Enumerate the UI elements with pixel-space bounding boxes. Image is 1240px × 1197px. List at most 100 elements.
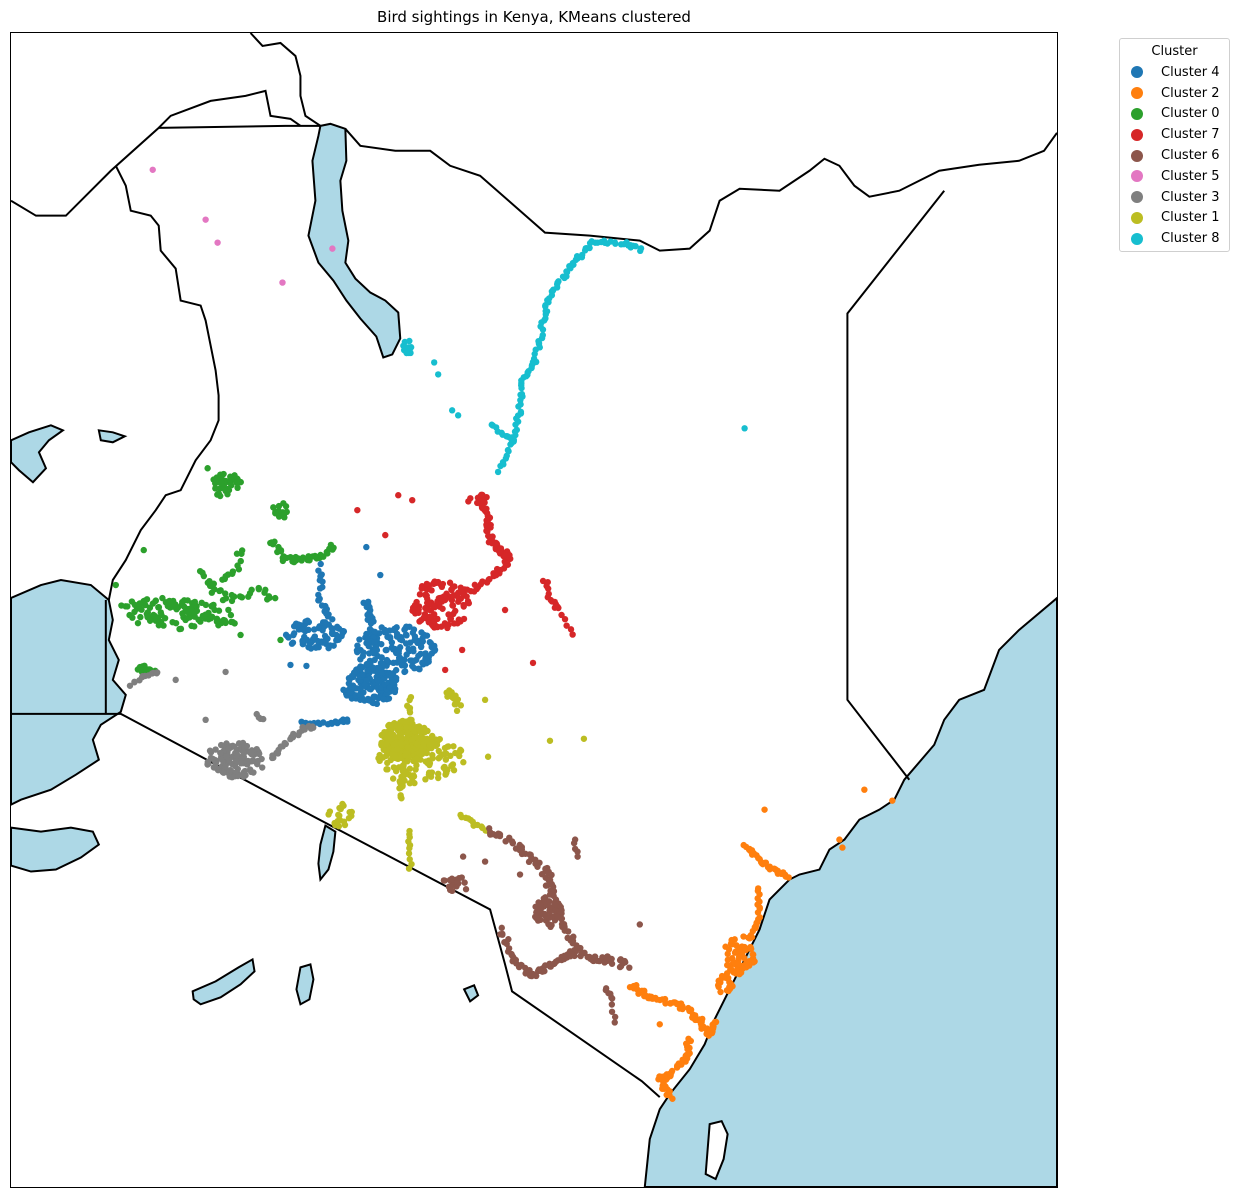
sighting-point	[533, 909, 540, 916]
sighting-point	[452, 607, 459, 615]
sighting-point	[383, 747, 390, 755]
sighting-point	[561, 924, 568, 931]
sighting-point	[392, 674, 400, 682]
legend-marker	[1131, 170, 1143, 183]
sighting-point	[836, 836, 843, 843]
sighting-point	[155, 604, 162, 611]
legend-item-cluster-7: Cluster 7	[1120, 124, 1229, 145]
sighting-point	[442, 756, 450, 763]
legend-label: Cluster 0	[1161, 106, 1220, 122]
sighting-point	[558, 611, 565, 619]
sighting-point	[435, 747, 442, 755]
sighting-point	[176, 625, 183, 633]
sighting-point	[517, 408, 525, 416]
sighting-point	[345, 674, 353, 682]
sighting-point	[406, 337, 413, 345]
sighting-point	[455, 589, 462, 596]
lake-natron	[317, 824, 337, 883]
sighting-point	[439, 580, 447, 588]
sighting-point	[227, 767, 234, 774]
sighting-point	[608, 1001, 616, 1008]
sighting-point	[371, 639, 378, 646]
sighting-point	[424, 606, 431, 613]
sighting-point	[415, 652, 422, 660]
sighting-point	[376, 664, 383, 671]
sighting-point	[754, 909, 762, 916]
sighting-point	[214, 617, 222, 624]
sighting-point	[277, 548, 285, 555]
sighting-point	[394, 746, 401, 753]
sighting-point	[447, 883, 454, 891]
sighting-point	[323, 610, 330, 617]
sighting-point	[225, 745, 232, 753]
sighting-point	[608, 960, 616, 967]
sighting-point	[379, 754, 387, 761]
sighting-point	[596, 957, 603, 965]
sighting-point	[272, 594, 279, 602]
legend-label: Cluster 1	[1161, 210, 1220, 226]
sighting-point	[366, 625, 374, 633]
sighting-point	[397, 739, 405, 747]
sighting-point	[387, 671, 395, 678]
sighting-point	[365, 598, 372, 606]
sighting-point	[402, 631, 410, 638]
sighting-point	[146, 617, 154, 624]
sighting-point	[195, 616, 202, 623]
kenya-map	[11, 33, 1057, 1187]
sighting-point	[620, 959, 627, 967]
sighting-point	[567, 626, 575, 633]
sighting-point	[333, 631, 340, 639]
legend-label: Cluster 8	[1161, 231, 1220, 247]
sighting-point	[394, 727, 402, 734]
sighting-point	[290, 630, 298, 637]
sighting-point	[217, 749, 224, 757]
legend-item-cluster-8: Cluster 8	[1120, 228, 1229, 249]
legend-marker	[1131, 107, 1143, 120]
sighting-point	[140, 546, 147, 554]
sighting-point	[574, 853, 581, 860]
sighting-point	[222, 487, 229, 495]
sighting-point	[404, 729, 411, 736]
sighting-point	[269, 541, 277, 548]
sighting-point	[334, 817, 341, 825]
sighting-point	[138, 606, 145, 613]
sighting-point	[212, 746, 219, 753]
sighting-point	[227, 611, 235, 619]
sighting-point	[325, 811, 332, 818]
sighting-point	[222, 668, 229, 676]
sighting-point	[388, 730, 395, 738]
sighting-point	[637, 245, 645, 252]
sighting-point	[534, 863, 541, 870]
sighting-point	[542, 307, 549, 315]
chart-title: Bird sightings in Kenya, KMeans clustere…	[377, 8, 691, 26]
border-ethiopia-north	[344, 128, 1057, 252]
sighting-point	[656, 1021, 663, 1028]
lake-eyasi	[191, 957, 256, 1006]
legend-marker	[1131, 66, 1143, 79]
sighting-point	[413, 755, 421, 763]
sighting-point	[569, 940, 576, 947]
sighting-point	[586, 244, 593, 252]
sighting-point	[669, 1095, 676, 1102]
sighting-point	[312, 644, 319, 651]
sighting-point	[442, 771, 449, 778]
sighting-point	[425, 771, 433, 778]
legend-label: Cluster 3	[1161, 189, 1220, 205]
sighting-point	[154, 614, 162, 621]
sighting-point	[391, 753, 399, 761]
sighting-point	[839, 844, 846, 851]
sighting-point	[400, 763, 407, 771]
sighting-point	[726, 983, 733, 991]
sighting-point	[446, 579, 454, 586]
sighting-point	[329, 616, 336, 623]
sighting-point	[237, 631, 244, 639]
sighting-point	[214, 239, 221, 246]
sighting-point	[160, 622, 167, 629]
sighting-point	[471, 581, 479, 589]
sighting-point	[254, 757, 262, 765]
sighting-point	[212, 760, 220, 767]
sighting-point	[303, 662, 310, 670]
sighting-point	[497, 566, 504, 574]
legend-marker	[1131, 149, 1143, 162]
sighting-point	[518, 846, 526, 853]
